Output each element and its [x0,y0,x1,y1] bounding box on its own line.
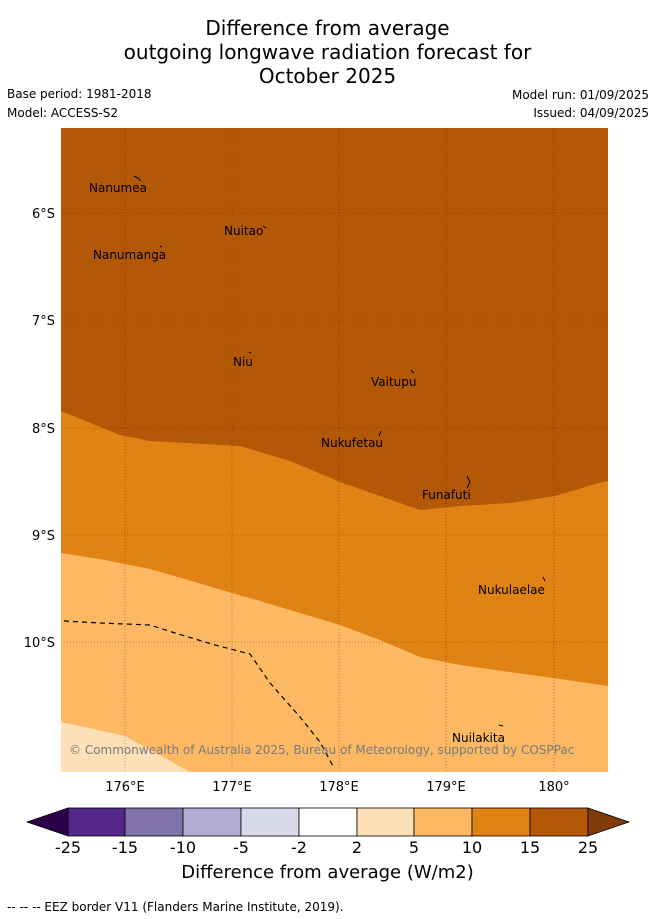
place-label-nanumanga: Nanumanga [93,248,166,262]
colorbar-cell [298,807,358,837]
colorbar-tick: -25 [55,838,81,857]
islands [133,175,546,727]
place-label-vaitupu: Vaitupu [371,375,417,389]
lon-label: 180° [538,780,569,795]
island-nanumea [133,175,142,182]
island-nanumanga [159,245,163,248]
lat-label: 10°S [24,636,55,651]
place-label-nanumea: Nanumea [89,181,147,195]
colorbar-cell [413,807,473,837]
model-label: Model: ACCESS-S2 [7,106,119,120]
lon-label: 176°E [105,780,145,795]
colorbar-cell [471,807,531,837]
colorbar-cell [124,807,184,837]
eez-footnote: -- -- -- EEZ border V11 (Flanders Marine… [7,900,344,914]
colorbar-cells [25,807,631,837]
colorbar-cell [356,807,415,837]
lat-label: 6°S [32,207,55,222]
colorbar: -25 -15 -10 -5 -2 2 5 10 15 25 [25,807,631,857]
colorbar-tick: -10 [170,838,196,857]
place-label-nuilakita: Nuilakita [452,731,505,745]
eez-border [63,620,335,769]
lat-label: 8°S [32,422,55,437]
colorbar-tick: 15 [520,838,540,857]
colorbar-ticks: -25 -15 -10 -5 -2 2 5 10 15 25 [55,838,598,857]
longitude-labels: 176°E 177°E 178°E 179°E 180° [105,780,569,795]
colorbar-extend-low [25,807,69,837]
colorbar-tick: -2 [291,838,307,857]
colorbar-tick: 2 [352,838,362,857]
colorbar-tick: 10 [462,838,482,857]
latitude-labels: 6°S 7°S 8°S 9°S 10°S [24,207,55,651]
island-nukufetau [378,430,382,437]
model-run-label: Model run: 01/09/2025 [511,88,649,102]
colorbar-tick: -15 [112,838,138,857]
colorbar-tick: -5 [233,838,249,857]
lon-label: 178°E [319,780,359,795]
title-line-1: Difference from average [205,16,450,40]
lat-label: 9°S [32,529,55,544]
lon-label: 177°E [212,780,252,795]
band-15-25 [61,128,608,510]
place-labels: Nanumea Nuitao Nanumanga Niu Vaitupu Nuk… [89,181,545,745]
island-nuitao [262,225,267,229]
copyright-notice: © Commonwealth of Australia 2025, Bureau… [69,743,574,757]
colorbar-label: Difference from average (W/m2) [181,862,474,883]
map-panel: Nanumea Nuitao Nanumanga Niu Vaitupu Nuk… [24,128,608,795]
colorbar-cell [529,807,589,837]
title-line-3: October 2025 [258,64,397,88]
place-label-nukufetau: Nukufetau [321,436,383,450]
colorbar-extend-high [587,807,631,837]
island-funafuti [466,475,471,489]
base-period-label: Base period: 1981-2018 [7,87,152,101]
issued-label: Issued: 04/09/2025 [533,106,649,120]
place-label-nuitao: Nuitao [224,224,263,238]
colorbar-cell [240,807,300,837]
title-line-2: outgoing longwave radiation forecast for [123,40,532,64]
island-niu [248,351,252,354]
chart-title: Difference from average outgoing longwav… [0,16,655,88]
place-label-niu: Niu [233,355,253,369]
colorbar-tick: 25 [578,838,598,857]
place-label-funafuti: Funafuti [422,488,471,502]
colorbar-cell [67,807,126,837]
island-vaitupu [410,369,415,374]
island-nukulaelae [542,576,546,582]
colorbar-cell [182,807,242,837]
graticule [61,128,608,772]
lat-label: 7°S [32,314,55,329]
colorbar-tick: 5 [409,838,419,857]
island-nuilakita [498,724,504,727]
lon-label: 179°E [426,780,466,795]
place-label-nukulaelae: Nukulaelae [478,583,545,597]
